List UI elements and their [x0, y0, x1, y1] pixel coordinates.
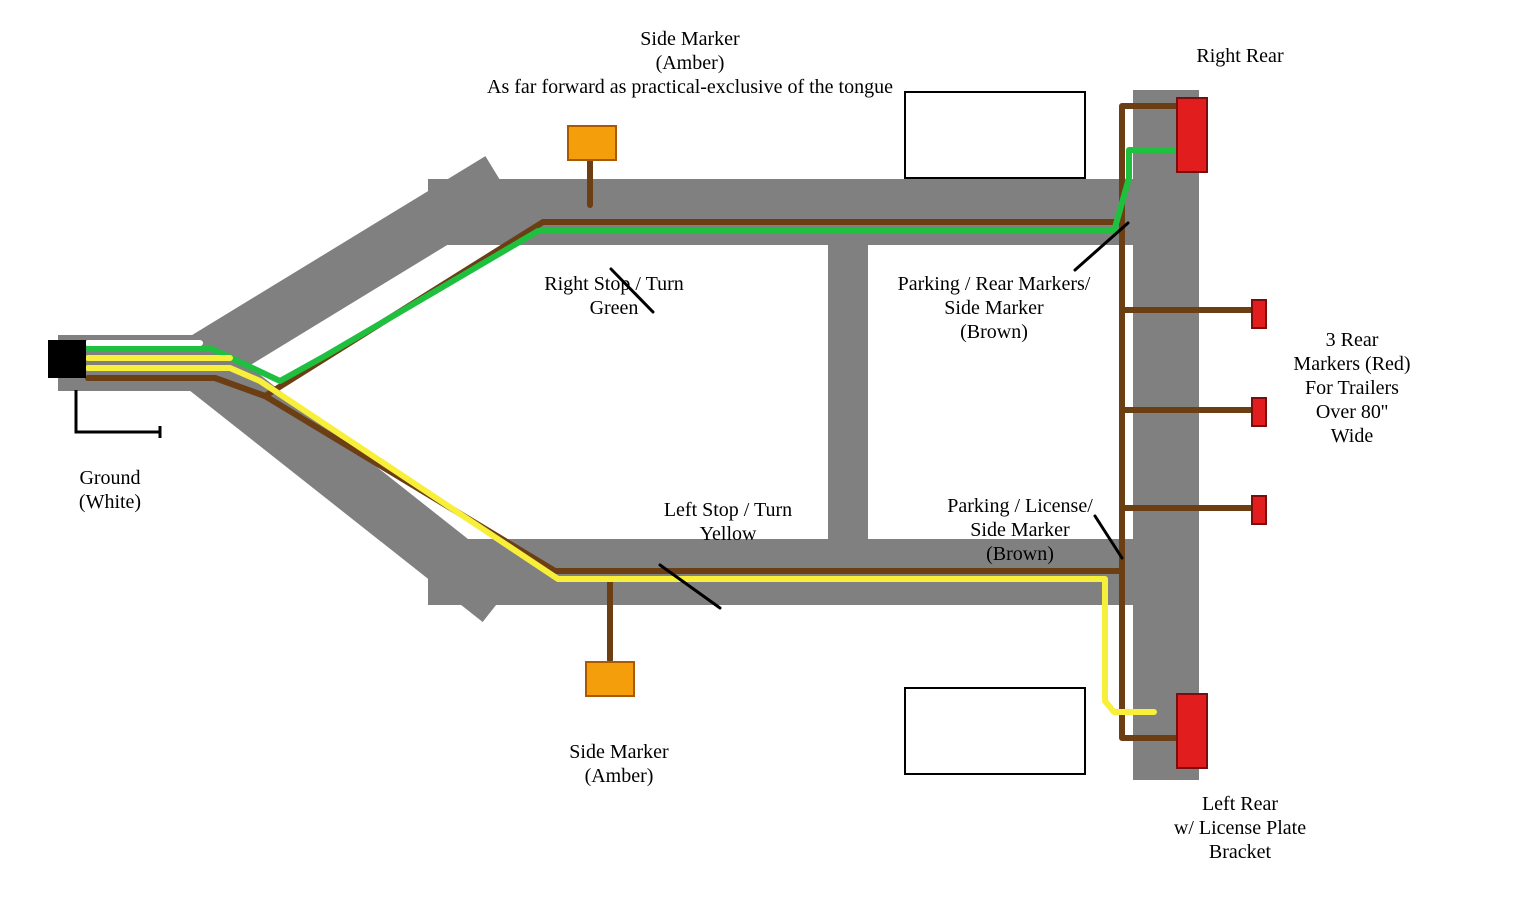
- label-right-rear: Right Rear: [1196, 45, 1284, 67]
- svg-text:Green: Green: [590, 297, 639, 319]
- rear-marker-3: [1252, 496, 1266, 524]
- fender-top: [905, 92, 1085, 178]
- svg-text:As far forward as practical-ex: As far forward as practical-exclusive of…: [487, 76, 893, 98]
- diagram-bg: [0, 0, 1534, 906]
- svg-text:(Amber): (Amber): [585, 765, 654, 787]
- side-marker-amber-bottom: [586, 662, 634, 696]
- rear-marker-2: [1252, 398, 1266, 426]
- svg-text:(Brown): (Brown): [986, 543, 1054, 565]
- svg-text:Side Marker: Side Marker: [569, 741, 669, 763]
- svg-text:Side Marker: Side Marker: [944, 297, 1044, 319]
- side-marker-amber-top: [568, 126, 616, 160]
- svg-text:(Amber): (Amber): [656, 52, 725, 74]
- svg-text:(White): (White): [79, 491, 141, 513]
- svg-text:Ground: Ground: [79, 467, 140, 489]
- svg-text:For Trailers: For Trailers: [1305, 377, 1399, 399]
- left-rear-light: [1177, 694, 1207, 768]
- tow-connector: [48, 340, 86, 378]
- svg-text:Markers (Red): Markers (Red): [1293, 353, 1410, 375]
- svg-text:3 Rear: 3 Rear: [1326, 329, 1379, 351]
- svg-text:Right Rear: Right Rear: [1196, 45, 1284, 67]
- svg-text:(Brown): (Brown): [960, 321, 1028, 343]
- svg-text:Over 80'': Over 80'': [1316, 401, 1388, 423]
- svg-text:Wide: Wide: [1331, 425, 1374, 447]
- svg-text:Left Rear: Left Rear: [1202, 793, 1278, 815]
- svg-text:Parking / License/: Parking / License/: [947, 495, 1093, 517]
- svg-text:Parking / Rear Markers/: Parking / Rear Markers/: [898, 273, 1091, 295]
- right-rear-light: [1177, 98, 1207, 172]
- trailer-wiring-diagram: Side Marker(Amber)As far forward as prac…: [0, 0, 1534, 906]
- fender-bot: [905, 688, 1085, 774]
- svg-text:Right Stop / Turn: Right Stop / Turn: [544, 273, 684, 295]
- svg-text:w/ License Plate: w/ License Plate: [1174, 817, 1306, 839]
- svg-text:Side Marker: Side Marker: [640, 28, 740, 50]
- svg-text:Left Stop / Turn: Left Stop / Turn: [664, 499, 792, 521]
- svg-text:Yellow: Yellow: [700, 523, 757, 545]
- svg-text:Side Marker: Side Marker: [970, 519, 1070, 541]
- rear-marker-1: [1252, 300, 1266, 328]
- svg-text:Bracket: Bracket: [1209, 841, 1272, 863]
